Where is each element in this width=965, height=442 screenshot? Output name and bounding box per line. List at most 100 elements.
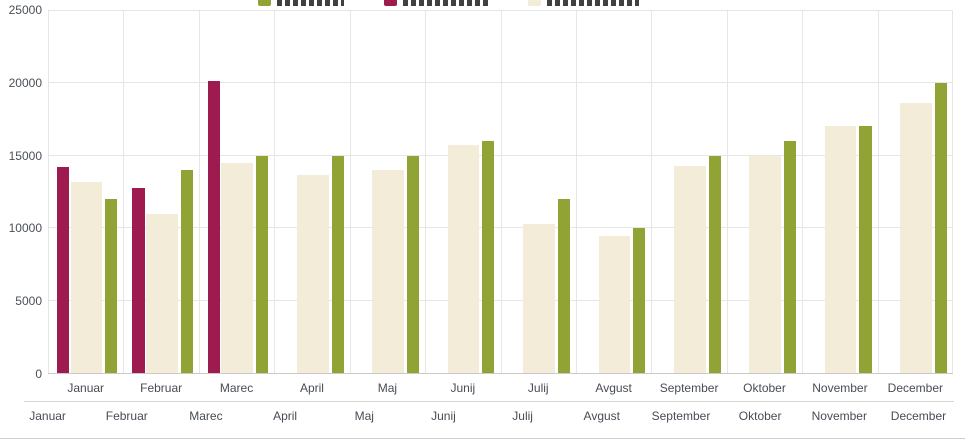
navigator-divider (24, 401, 954, 402)
bar-beige-december[interactable] (900, 103, 932, 374)
beige-series-legend-label-clipped (547, 0, 639, 6)
navigator-bottom-border (0, 438, 965, 439)
crimson-series-legend-swatch (384, 0, 397, 6)
month-slot-november (802, 10, 877, 374)
bar-green-september[interactable] (708, 155, 721, 374)
bar-green-februar[interactable] (180, 170, 193, 374)
bar-beige-maj[interactable] (372, 170, 404, 374)
bar-crimson-januar[interactable] (57, 167, 70, 374)
bar-green-januar[interactable] (105, 199, 118, 374)
green-series-legend-item[interactable] (258, 0, 344, 7)
bar-beige-marec[interactable] (221, 162, 254, 374)
gridline-v-7 (575, 10, 577, 374)
bar-green-julij[interactable] (557, 199, 570, 374)
month-slot-maj (350, 10, 425, 374)
navigator-label-december: December (890, 409, 947, 423)
bar-beige-junij[interactable] (447, 145, 480, 374)
y-tick-label-0: 0 (35, 367, 42, 381)
navigator-label-avgust: Avgust (583, 409, 621, 423)
bar-beige-avgust[interactable] (598, 235, 631, 374)
navigator-label-november: November (811, 409, 867, 423)
bar-beige-april[interactable] (296, 174, 329, 374)
month-slot-julij (501, 10, 576, 374)
navigator-axis-labels[interactable]: Januar Februar Marec April Maj Junij Julij Avgu… (8, 409, 958, 423)
x-tick-label-maj: Maj (377, 381, 398, 395)
y-tick-label-15000: 15000 (8, 148, 42, 163)
y-tick-label-20000: 20000 (8, 75, 42, 90)
bar-beige-oktober[interactable] (749, 155, 782, 374)
navigator-label-marec: Marec (189, 409, 223, 423)
gridline-v-8 (651, 10, 653, 374)
navigator-label-september: September (651, 409, 711, 423)
gridline-v-1 (123, 10, 125, 374)
month-slot-januar (48, 10, 123, 374)
x-tick-label-februar: Februar (140, 381, 183, 395)
navigator-label-april: April (273, 409, 298, 423)
bar-beige-februar[interactable] (146, 213, 178, 374)
navigator-label-februar: Februar (105, 409, 148, 423)
bar-green-oktober[interactable] (784, 141, 797, 374)
bar-green-marec[interactable] (256, 155, 269, 374)
beige-series-legend-item[interactable] (528, 0, 639, 7)
month-slot-februar (123, 10, 198, 374)
gridline-v-6 (500, 10, 502, 374)
gridline-v-4 (349, 10, 351, 374)
x-tick-label-november: November (812, 381, 868, 395)
bar-green-junij[interactable] (482, 141, 495, 374)
bar-green-november[interactable] (859, 126, 872, 374)
x-tick-label-september: September (659, 381, 719, 395)
bar-crimson-marec[interactable] (207, 81, 220, 374)
navigator-label-julij: Julij (512, 409, 533, 423)
bar-green-december[interactable] (934, 82, 947, 374)
bar-crimson-februar[interactable] (132, 187, 145, 374)
gridline-v-9 (726, 10, 728, 374)
gridline-v-12 (952, 10, 953, 374)
bar-beige-januar[interactable] (70, 181, 103, 374)
x-tick-label-julij: Julij (527, 381, 549, 395)
x-tick-label-oktober: Oktober (743, 381, 786, 395)
gridline-v-3 (274, 10, 276, 374)
bar-green-avgust[interactable] (633, 228, 646, 374)
gridline-v-2 (198, 10, 200, 374)
month-slot-september (651, 10, 726, 374)
x-tick-label-avgust: Avgust (595, 381, 632, 395)
navigator-label-oktober: Oktober (738, 409, 782, 423)
x-tick-label-april: April (299, 381, 324, 395)
crimson-series-legend-item[interactable] (384, 0, 488, 7)
month-slot-oktober (727, 10, 802, 374)
gridline-v-0 (48, 10, 49, 374)
y-axis-labels: 0 5000 10000 15000 20000 25000 (0, 0, 42, 384)
bar-beige-julij[interactable] (523, 224, 555, 374)
navigator-label-junij: Junij (431, 409, 456, 423)
plot-area (48, 10, 953, 374)
crimson-series-legend-label-clipped (403, 0, 488, 6)
green-series-legend-swatch (258, 0, 271, 6)
bar-green-maj[interactable] (406, 155, 420, 374)
gridline-v-10 (802, 10, 804, 374)
navigator-label-januar: Januar (29, 409, 66, 423)
gridline-v-5 (425, 10, 427, 374)
navigator-label-maj: Maj (354, 409, 374, 423)
month-slot-december (878, 10, 953, 374)
month-slot-junij (425, 10, 500, 374)
gridline-v-11 (877, 10, 879, 374)
green-series-legend-label-clipped (277, 0, 344, 6)
beige-series-legend-swatch (528, 0, 541, 6)
x-tick-label-december: December (887, 381, 944, 395)
x-axis-labels: Januar Februar Marec April Maj Junij Julij Avgu… (48, 381, 953, 395)
x-tick-label-januar: Januar (67, 381, 105, 395)
month-slot-april (274, 10, 349, 374)
month-slot-marec (199, 10, 274, 374)
chart-legend (258, 0, 639, 7)
gridline-h-0 (48, 373, 953, 374)
x-tick-label-junij: Junij (450, 381, 476, 395)
y-tick-label-5000: 5000 (15, 294, 42, 309)
bar-beige-september[interactable] (673, 165, 706, 374)
x-tick-label-marec: Marec (219, 381, 254, 395)
month-slot-avgust (576, 10, 651, 374)
y-tick-label-25000: 25000 (8, 3, 42, 17)
bar-beige-november[interactable] (824, 126, 857, 374)
y-tick-label-10000: 10000 (8, 221, 42, 236)
bar-green-april[interactable] (331, 155, 344, 374)
